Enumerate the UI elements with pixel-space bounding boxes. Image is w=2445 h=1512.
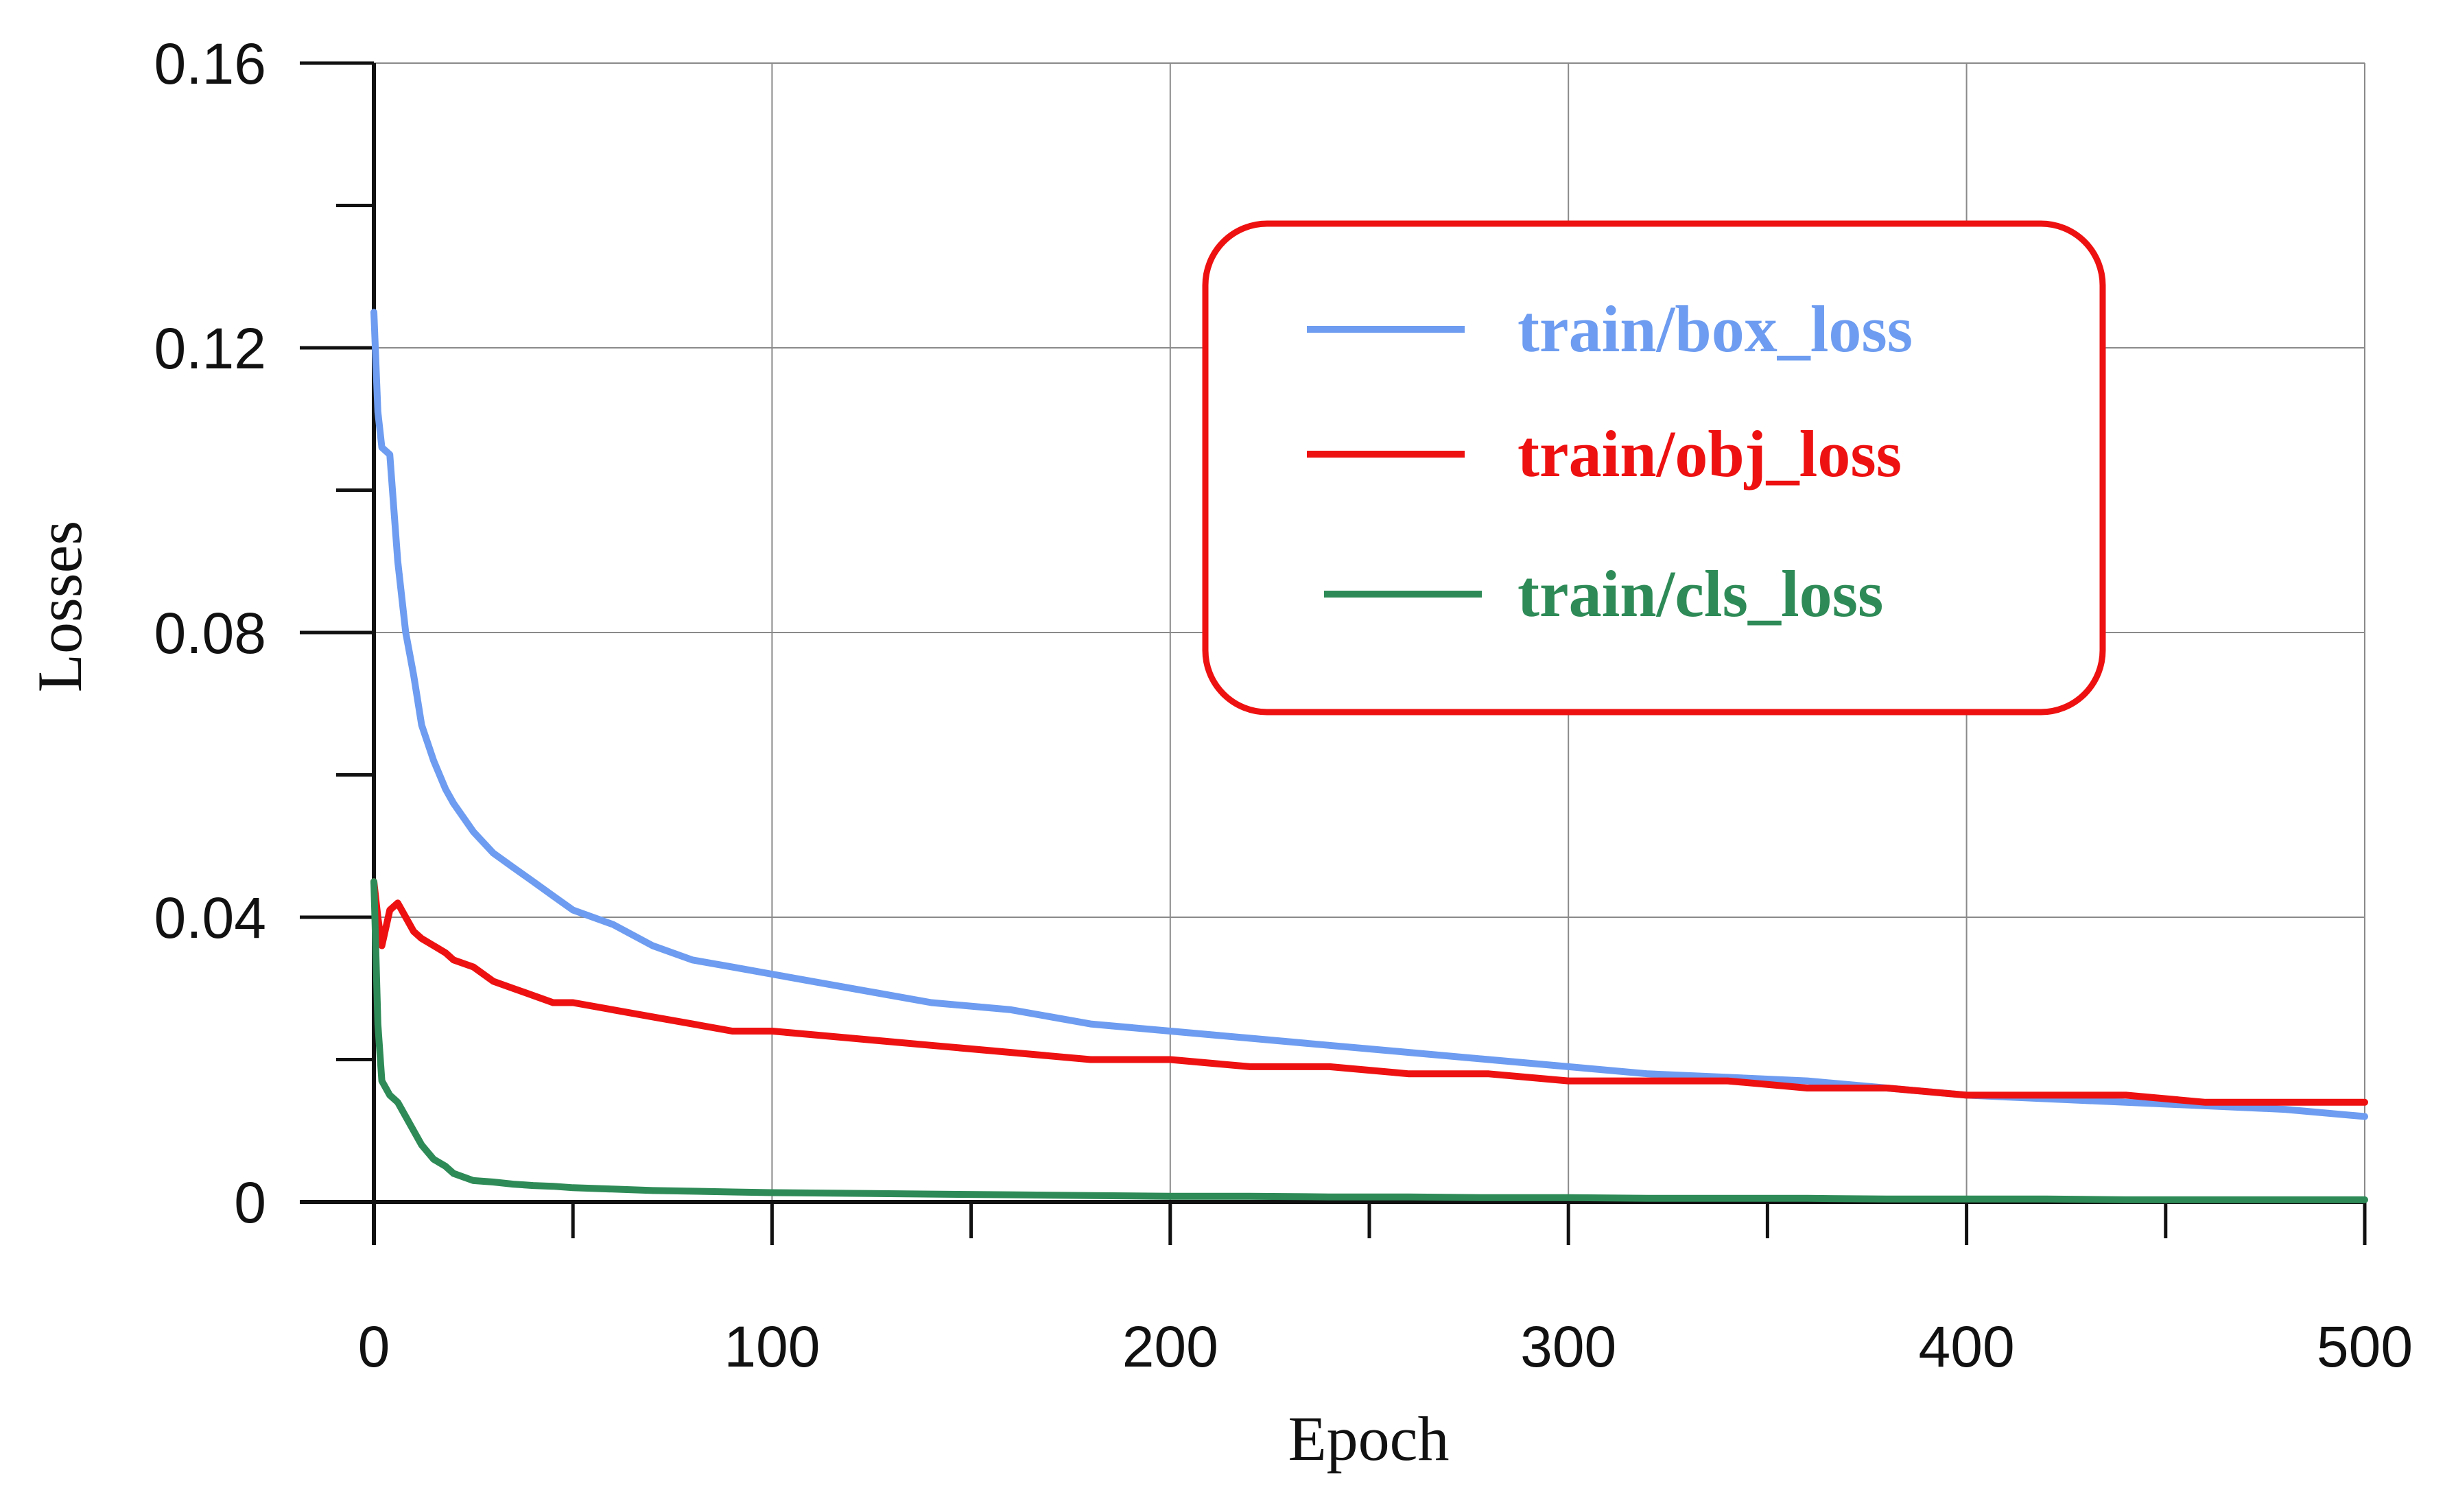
series-line-train-obj-loss <box>370 878 2368 1106</box>
series-line-train-cls-loss <box>370 878 2368 1203</box>
y-tick-label-0.12: 0.12 <box>154 316 267 381</box>
x-tick-label-200: 200 <box>1122 1314 1218 1379</box>
legend: train/box_loss train/obj_loss train/cls_lo… <box>1202 220 2106 716</box>
x-tick-label-400: 400 <box>1919 1314 2015 1379</box>
y-tick-label-0.04: 0.04 <box>154 886 267 950</box>
y-tick-label-0: 0 <box>234 1170 266 1235</box>
y-tick-label-0.08: 0.08 <box>154 601 267 665</box>
x-tick-label-300: 300 <box>1520 1314 1616 1379</box>
y-tick-label-0.16: 0.16 <box>154 32 267 96</box>
legend-label-train-cls-loss: train/cls_loss <box>1517 557 1883 630</box>
x-axis-title: Epoch <box>1288 1404 1449 1474</box>
legend-label-train-box-loss: train/box_loss <box>1517 292 1913 366</box>
legend-label-train-obj-loss: train/obj_loss <box>1517 417 1902 491</box>
legend-box <box>1202 220 2106 716</box>
tick-labels: 0 0.04 0.08 0.12 0.16 0 100 200 300 400 500 <box>154 32 2413 1379</box>
x-tick-label-100: 100 <box>724 1314 820 1379</box>
series-line-train-box-loss <box>370 309 2368 1120</box>
x-tick-label-0: 0 <box>358 1314 390 1379</box>
y-axis-title: Losses <box>25 521 95 692</box>
series-lines <box>370 309 2368 1203</box>
x-tick-label-500: 500 <box>2317 1314 2413 1379</box>
